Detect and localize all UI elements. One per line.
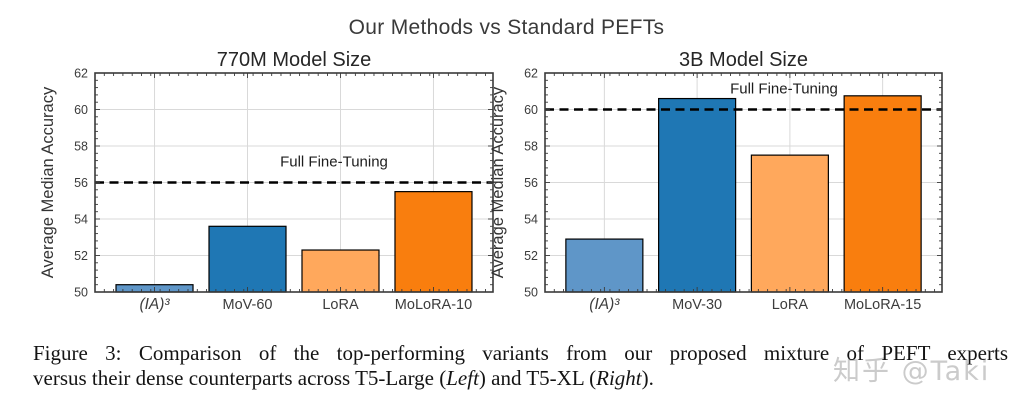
y-tick-label: 62 bbox=[74, 67, 88, 81]
chart-title: 3B Model Size bbox=[679, 49, 808, 71]
reference-line-label: Full Fine-Tuning bbox=[280, 154, 388, 171]
x-tick-label-0: (IA)³ bbox=[589, 296, 620, 313]
x-tick-label-2: LoRA bbox=[772, 297, 809, 313]
chart-left: Full Fine-Tuning 50 52 54 56 58 60 62 (IA)³ MoV-6… bbox=[39, 49, 494, 313]
y-tick-label: 54 bbox=[74, 213, 88, 227]
bar-2 bbox=[301, 249, 380, 293]
plot-border bbox=[544, 72, 943, 293]
x-tick-label-3: MoLoRA-10 bbox=[395, 297, 472, 313]
y-tick-label: 52 bbox=[524, 249, 538, 263]
x-tick-label-0: (IA)³ bbox=[139, 296, 170, 313]
caption-text-2b: ) and T5-XL ( bbox=[478, 366, 597, 390]
bar-3 bbox=[843, 95, 922, 293]
x-tick-label-3: MoLoRA-15 bbox=[844, 297, 921, 313]
y-tick-label: 62 bbox=[524, 67, 538, 81]
x-tick-label-1: MoV-30 bbox=[672, 297, 722, 313]
bar-1 bbox=[208, 225, 287, 293]
x-tick-label-2: LoRA bbox=[322, 297, 359, 313]
caption-line-2: versus their dense counterparts across T… bbox=[33, 366, 1008, 391]
y-tick-label: 60 bbox=[74, 103, 88, 117]
y-axis-label: Average Median Accuracy bbox=[489, 86, 507, 278]
figure-caption: Figure 3: Comparison of the top-performi… bbox=[33, 341, 1008, 391]
y-tick-label: 56 bbox=[74, 176, 88, 190]
caption-text-1: Figure 3: Comparison of the top-performi… bbox=[33, 341, 1008, 365]
y-axis-label: Average Median Accuracy bbox=[39, 86, 57, 278]
y-tick-label: 50 bbox=[74, 286, 88, 300]
y-tick-label: 50 bbox=[524, 286, 538, 300]
y-tick-label: 56 bbox=[524, 176, 538, 190]
y-tick-label: 60 bbox=[524, 103, 538, 117]
y-tick-label: 52 bbox=[74, 249, 88, 263]
watermark: 知乎 @Taki bbox=[833, 356, 991, 387]
caption-text-2a: versus their dense counterparts across T… bbox=[33, 366, 447, 390]
y-tick-label: 58 bbox=[74, 140, 88, 154]
chart-title: 770M Model Size bbox=[217, 49, 372, 71]
caption-right-italic: Right bbox=[596, 366, 642, 390]
y-tick-label: 54 bbox=[524, 213, 538, 227]
caption-text-2c: ). bbox=[641, 366, 654, 390]
y-tick-label: 58 bbox=[524, 140, 538, 154]
bar-3 bbox=[394, 191, 473, 293]
plot-border bbox=[94, 72, 494, 293]
caption-line-1: Figure 3: Comparison of the top-performi… bbox=[33, 341, 1008, 366]
bar-2 bbox=[750, 154, 829, 293]
reference-line-label: Full Fine-Tuning bbox=[730, 81, 838, 98]
bar-0 bbox=[565, 238, 644, 293]
caption-left-italic: Left bbox=[446, 366, 479, 390]
x-tick-label-1: MoV-60 bbox=[223, 297, 273, 313]
bar-1 bbox=[658, 97, 737, 293]
figure-main-title: Our Methods vs Standard PEFTs bbox=[348, 16, 665, 39]
chart-right: Full Fine-Tuning 50 52 54 56 58 60 62 (IA)³ MoV-3… bbox=[489, 49, 943, 313]
charts-canvas: Full Fine-Tuning 50 52 54 56 58 60 62 (IA)³ MoV-6… bbox=[39, 49, 943, 313]
